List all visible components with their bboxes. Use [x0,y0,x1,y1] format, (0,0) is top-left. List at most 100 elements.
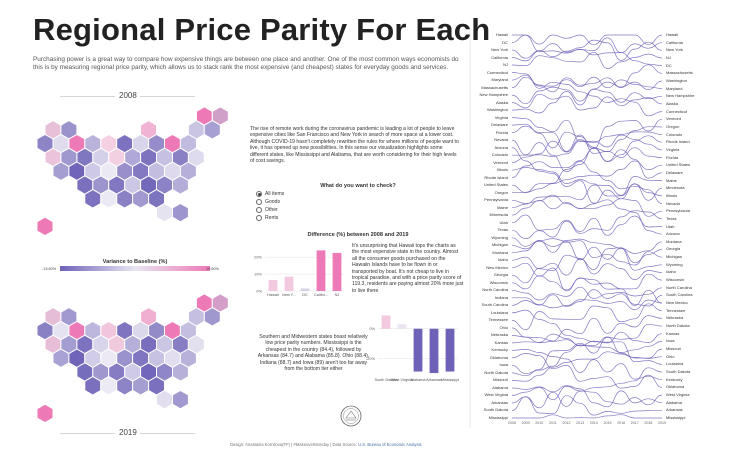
slope-line [511,147,663,235]
south-bar-chart-category-label: South Dakota [374,378,398,382]
slope-line [512,34,663,46]
legend-gradient-bar [60,266,210,271]
slope-right-label: Alabama [666,399,682,405]
slope-left-label: North Carolina [482,287,508,293]
slope-left-label: Alaska [495,99,508,105]
slope-left-label: Nevada [494,137,508,143]
slope-line [511,74,663,89]
slope-left-label: Nebraska [490,332,508,338]
intro-text: The rise of remote work during the coron… [250,126,459,165]
slope-right-label: Utah [666,223,675,229]
slope-line [511,131,663,157]
radio-label: Other [265,207,278,213]
slope-line [511,93,663,111]
hawaii-text: It's unsurprising that Hawaii tops the c… [352,243,464,294]
slope-left-label: South Dakota [483,407,508,413]
south-bar-chart-category-label: West Virginia [391,378,414,382]
slope-line [512,297,663,310]
south-bar-chart-category-label: Alabama [411,378,427,382]
slope-line [511,309,663,365]
radio-goods[interactable]: Goods [256,199,280,205]
slope-line [511,289,663,307]
slope-line [511,315,663,342]
slope-right-label: Maine [666,177,677,183]
slope-left-label: Iowa [499,362,508,368]
slope-line [511,240,663,266]
slope-right-label: NJ [666,54,671,60]
bea-seal-icon [340,405,362,427]
slope-right-label: Wyoming [666,261,683,267]
slope-right-label: DC [666,62,672,68]
slope-right-label: South Dakota [666,369,691,375]
radio-other[interactable]: Other [256,207,278,213]
slope-year-label: 2011 [549,421,557,425]
south-bar-chart-category-label: Arkansas [426,378,442,382]
page-title: Regional Price Parity For Each [33,12,491,47]
slope-right-label: Mississippi [666,415,686,420]
slope-left-label: Colorado [491,152,508,158]
slope-right-label: Montana [666,238,682,244]
slope-right-label: Arizona [666,231,680,237]
slope-line [511,303,663,330]
hexmap-2019-state-hex [203,307,221,327]
slope-right-label: New York [666,47,683,53]
slope-left-label: Arizona [494,144,508,150]
difference-bar-chart-category-label: DC [302,293,308,297]
slope-left-label: Ohio [499,324,508,330]
slope-year-label: 2016 [617,421,625,425]
radio-rents[interactable]: Rents [256,215,278,221]
slope-left-label: Connecticut [486,69,508,75]
slope-left-label: New York [491,47,508,53]
south-bar-chart-bar [381,315,391,329]
slope-right-label: New Mexico [666,300,688,306]
slope-left-label: Mississippi [488,415,508,420]
difference-chart-title: Difference (%) between 2008 and 2019 [307,232,409,238]
slope-line [511,183,663,216]
footer-source-link[interactable]: U.S. Bureau of Economic Analysis [358,442,422,447]
slope-right-label: Rhode Island [666,139,690,145]
map-2008-year-label: 2008 [119,91,137,100]
difference-bar-chart-bar [284,276,294,291]
map-2019-divider-right [140,433,195,434]
slope-left-label: South Carolina [481,302,508,308]
slope-left-label: Georgia [493,272,508,278]
slope-line [511,118,663,164]
slope-left-label: Oklahoma [489,354,508,360]
slope-left-label: Utah [499,219,508,225]
slope-right-label: Iowa [666,338,675,344]
slope-year-label: 2012 [563,421,571,425]
slope-left-label: Pennsylvania [484,197,508,203]
slope-year-label: 2013 [576,421,584,425]
slope-left-label: United States [483,182,508,188]
slope-line [511,238,663,254]
slope-right-label: Arkansas [666,407,683,413]
slope-right-label: Illinois [666,192,678,198]
slope-left-label: Virginia [494,114,508,120]
slope-left-label: Wisconsin [489,279,508,285]
slope-right-label: Virginia [666,146,680,152]
difference-bar-chart-bar [316,250,326,291]
slope-line [511,51,663,69]
radio-label: Rents [265,215,279,221]
slope-right-label: West Virginia [666,392,690,398]
legend-min-label: -13.60% [42,267,57,271]
south-bar-chart-bar [413,328,423,372]
slope-right-label: Alaska [666,100,679,106]
slope-left-label: New Hampshire [479,92,508,98]
slope-right-label: Washington [666,77,687,83]
slope-left-label: Oregon [494,189,508,195]
difference-bar-chart-bar [300,288,310,291]
radio-all-items[interactable]: All items [256,191,284,197]
hexmap-2019-state-hex [36,403,54,424]
south-bar-chart-ytick-label: 0% [369,326,375,331]
south-bar-chart-ytick-label: -20% [366,356,376,361]
radio-dot-icon [256,191,262,197]
slope-left-label: Washington [487,107,508,113]
difference-bar-chart-bar [332,252,342,291]
hexmap-2008-state-hex [203,120,221,140]
radio-dot-icon [256,215,262,221]
slope-right-label: Tennessee [666,307,686,313]
slope-line [511,160,663,193]
legend-max-label: 19.60% [206,267,219,271]
slope-line [511,353,663,389]
